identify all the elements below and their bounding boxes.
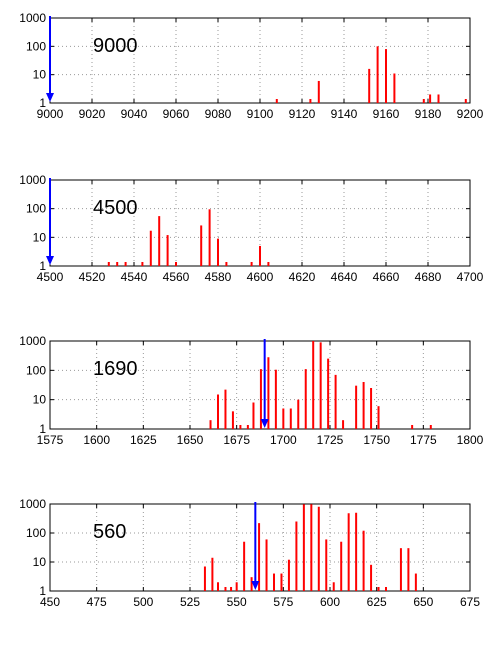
x-tick-label: 4640 xyxy=(331,270,358,284)
x-tick-label: 1675 xyxy=(223,433,250,447)
x-tick-label: 9180 xyxy=(415,107,442,121)
panel-3: 1575 1600 1625 1650 1675 1700 1725 1750 1775 1800… xyxy=(19,334,483,447)
reference-arrow-head xyxy=(46,256,54,265)
x-tick-label: 4620 xyxy=(289,270,316,284)
y-tick-label: 1 xyxy=(39,584,46,598)
x-tick-label: 9140 xyxy=(331,107,358,121)
x-tick-label: 9120 xyxy=(289,107,316,121)
x-tick-label: 4680 xyxy=(415,270,442,284)
y-tick-label: 1 xyxy=(39,259,46,273)
y-tick-label: 1 xyxy=(39,422,46,436)
x-tick-label: 1700 xyxy=(270,433,297,447)
panel-label: 560 xyxy=(93,521,126,543)
x-tick-label: 4500 xyxy=(37,270,64,284)
x-tick-label: 9020 xyxy=(79,107,106,121)
x-tick-label: 675 xyxy=(460,595,480,609)
x-tick-label: 9200 xyxy=(457,107,484,121)
x-tick-label: 525 xyxy=(180,595,200,609)
y-tick-label: 1000 xyxy=(19,173,46,187)
x-tick-label: 4700 xyxy=(457,270,484,284)
reference-arrow-head xyxy=(260,419,269,428)
x-tick-label: 4540 xyxy=(121,270,148,284)
x-tick-label: 1800 xyxy=(457,433,484,447)
x-tick-label: 4600 xyxy=(247,270,274,284)
x-tick-label: 450 xyxy=(40,595,60,609)
x-tick-label: 1725 xyxy=(317,433,344,447)
x-tick-label: 1600 xyxy=(83,433,110,447)
x-tick-label: 475 xyxy=(87,595,107,609)
x-tick-label: 9160 xyxy=(373,107,400,121)
x-tick-label: 9040 xyxy=(121,107,148,121)
y-tick-label: 1 xyxy=(39,96,46,110)
x-tick-label: 4560 xyxy=(163,270,190,284)
y-tick-label: 10 xyxy=(33,393,47,407)
x-tick-label: 1775 xyxy=(410,433,437,447)
panel-4: 450 475 500 525 550 575 600 625 650 675 1 10 100 1000… xyxy=(19,497,480,609)
x-tick-label: 550 xyxy=(227,595,247,609)
x-tick-label: 9060 xyxy=(163,107,190,121)
y-tick-label: 10 xyxy=(33,555,47,569)
panel-label: 1690 xyxy=(93,358,138,380)
y-tick-label: 100 xyxy=(26,39,46,53)
x-tick-label: 500 xyxy=(133,595,153,609)
x-tick-label: 9000 xyxy=(37,107,64,121)
x-tick-label: 4520 xyxy=(79,270,106,284)
panel-label: 4500 xyxy=(93,197,138,219)
panel-1: 9000 9020 9040 9060 9080 9100 9120 9140 9160 9180… xyxy=(19,11,483,121)
y-tick-label: 1000 xyxy=(19,334,46,348)
y-tick-label: 100 xyxy=(26,202,46,216)
x-tick-label: 625 xyxy=(367,595,387,609)
x-tick-label: 650 xyxy=(413,595,433,609)
y-tick-label: 100 xyxy=(26,526,46,540)
y-tick-label: 1000 xyxy=(19,497,46,511)
x-tick-label: 600 xyxy=(320,595,340,609)
y-tick-label: 10 xyxy=(33,230,47,244)
x-tick-label: 1750 xyxy=(363,433,390,447)
y-tick-label: 1000 xyxy=(19,11,46,25)
x-tick-label: 4580 xyxy=(205,270,232,284)
y-tick-label: 100 xyxy=(26,363,46,377)
x-tick-label: 1650 xyxy=(177,433,204,447)
y-tick-label: 10 xyxy=(33,68,47,82)
x-tick-label: 9080 xyxy=(205,107,232,121)
panel-label: 9000 xyxy=(93,35,138,57)
x-tick-label: 575 xyxy=(273,595,293,609)
reference-arrow-head xyxy=(251,581,260,590)
x-tick-label: 4660 xyxy=(373,270,400,284)
panel-2: 4500 4520 4540 4560 4580 4600 4620 4640 4660 4680… xyxy=(19,173,483,284)
x-tick-label: 1575 xyxy=(37,433,64,447)
x-tick-label: 9100 xyxy=(247,107,274,121)
reference-arrow-head xyxy=(46,93,54,102)
x-tick-label: 1625 xyxy=(130,433,157,447)
